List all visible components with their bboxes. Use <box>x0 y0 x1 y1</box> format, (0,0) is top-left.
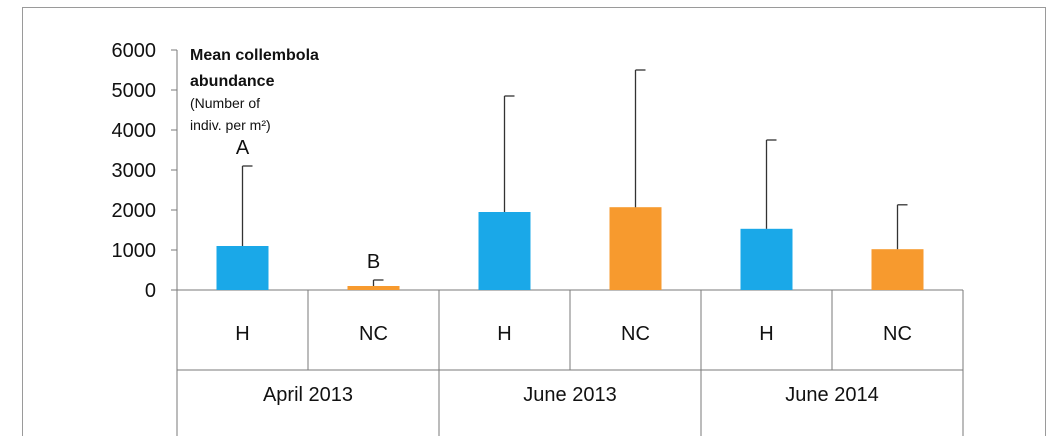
bar-nc-4 <box>609 207 662 290</box>
y-axis-label: abundance <box>190 73 275 90</box>
group-label: June 2014 <box>785 384 878 406</box>
bar-h-1 <box>216 246 269 290</box>
bar-h-3 <box>478 212 531 290</box>
group-label: April 2013 <box>263 384 353 406</box>
significance-letter: B <box>367 251 380 273</box>
y-axis-unit: indiv. per m²) <box>190 117 271 133</box>
significance-letter: A <box>236 137 250 159</box>
chart-frame <box>22 7 1046 436</box>
y-tick-label: 5000 <box>112 80 157 102</box>
y-tick-label: 1000 <box>112 240 157 262</box>
y-axis-unit: (Number of <box>190 95 260 111</box>
bar-nc-6 <box>871 249 924 290</box>
category-label: H <box>235 323 249 345</box>
category-label: NC <box>359 323 388 345</box>
category-label: H <box>759 323 773 345</box>
y-tick-label: 2000 <box>112 200 157 222</box>
y-tick-label: 0 <box>145 280 156 302</box>
y-tick-label: 6000 <box>112 40 157 62</box>
bar-h-5 <box>740 228 793 290</box>
group-label: June 2013 <box>523 384 616 406</box>
category-label: NC <box>883 323 912 345</box>
bar-nc-2 <box>347 286 400 290</box>
y-tick-label: 3000 <box>112 160 157 182</box>
y-tick-label: 4000 <box>112 120 157 142</box>
y-axis-label: Mean collembola <box>190 47 319 64</box>
category-label: NC <box>621 323 650 345</box>
category-label: H <box>497 323 511 345</box>
